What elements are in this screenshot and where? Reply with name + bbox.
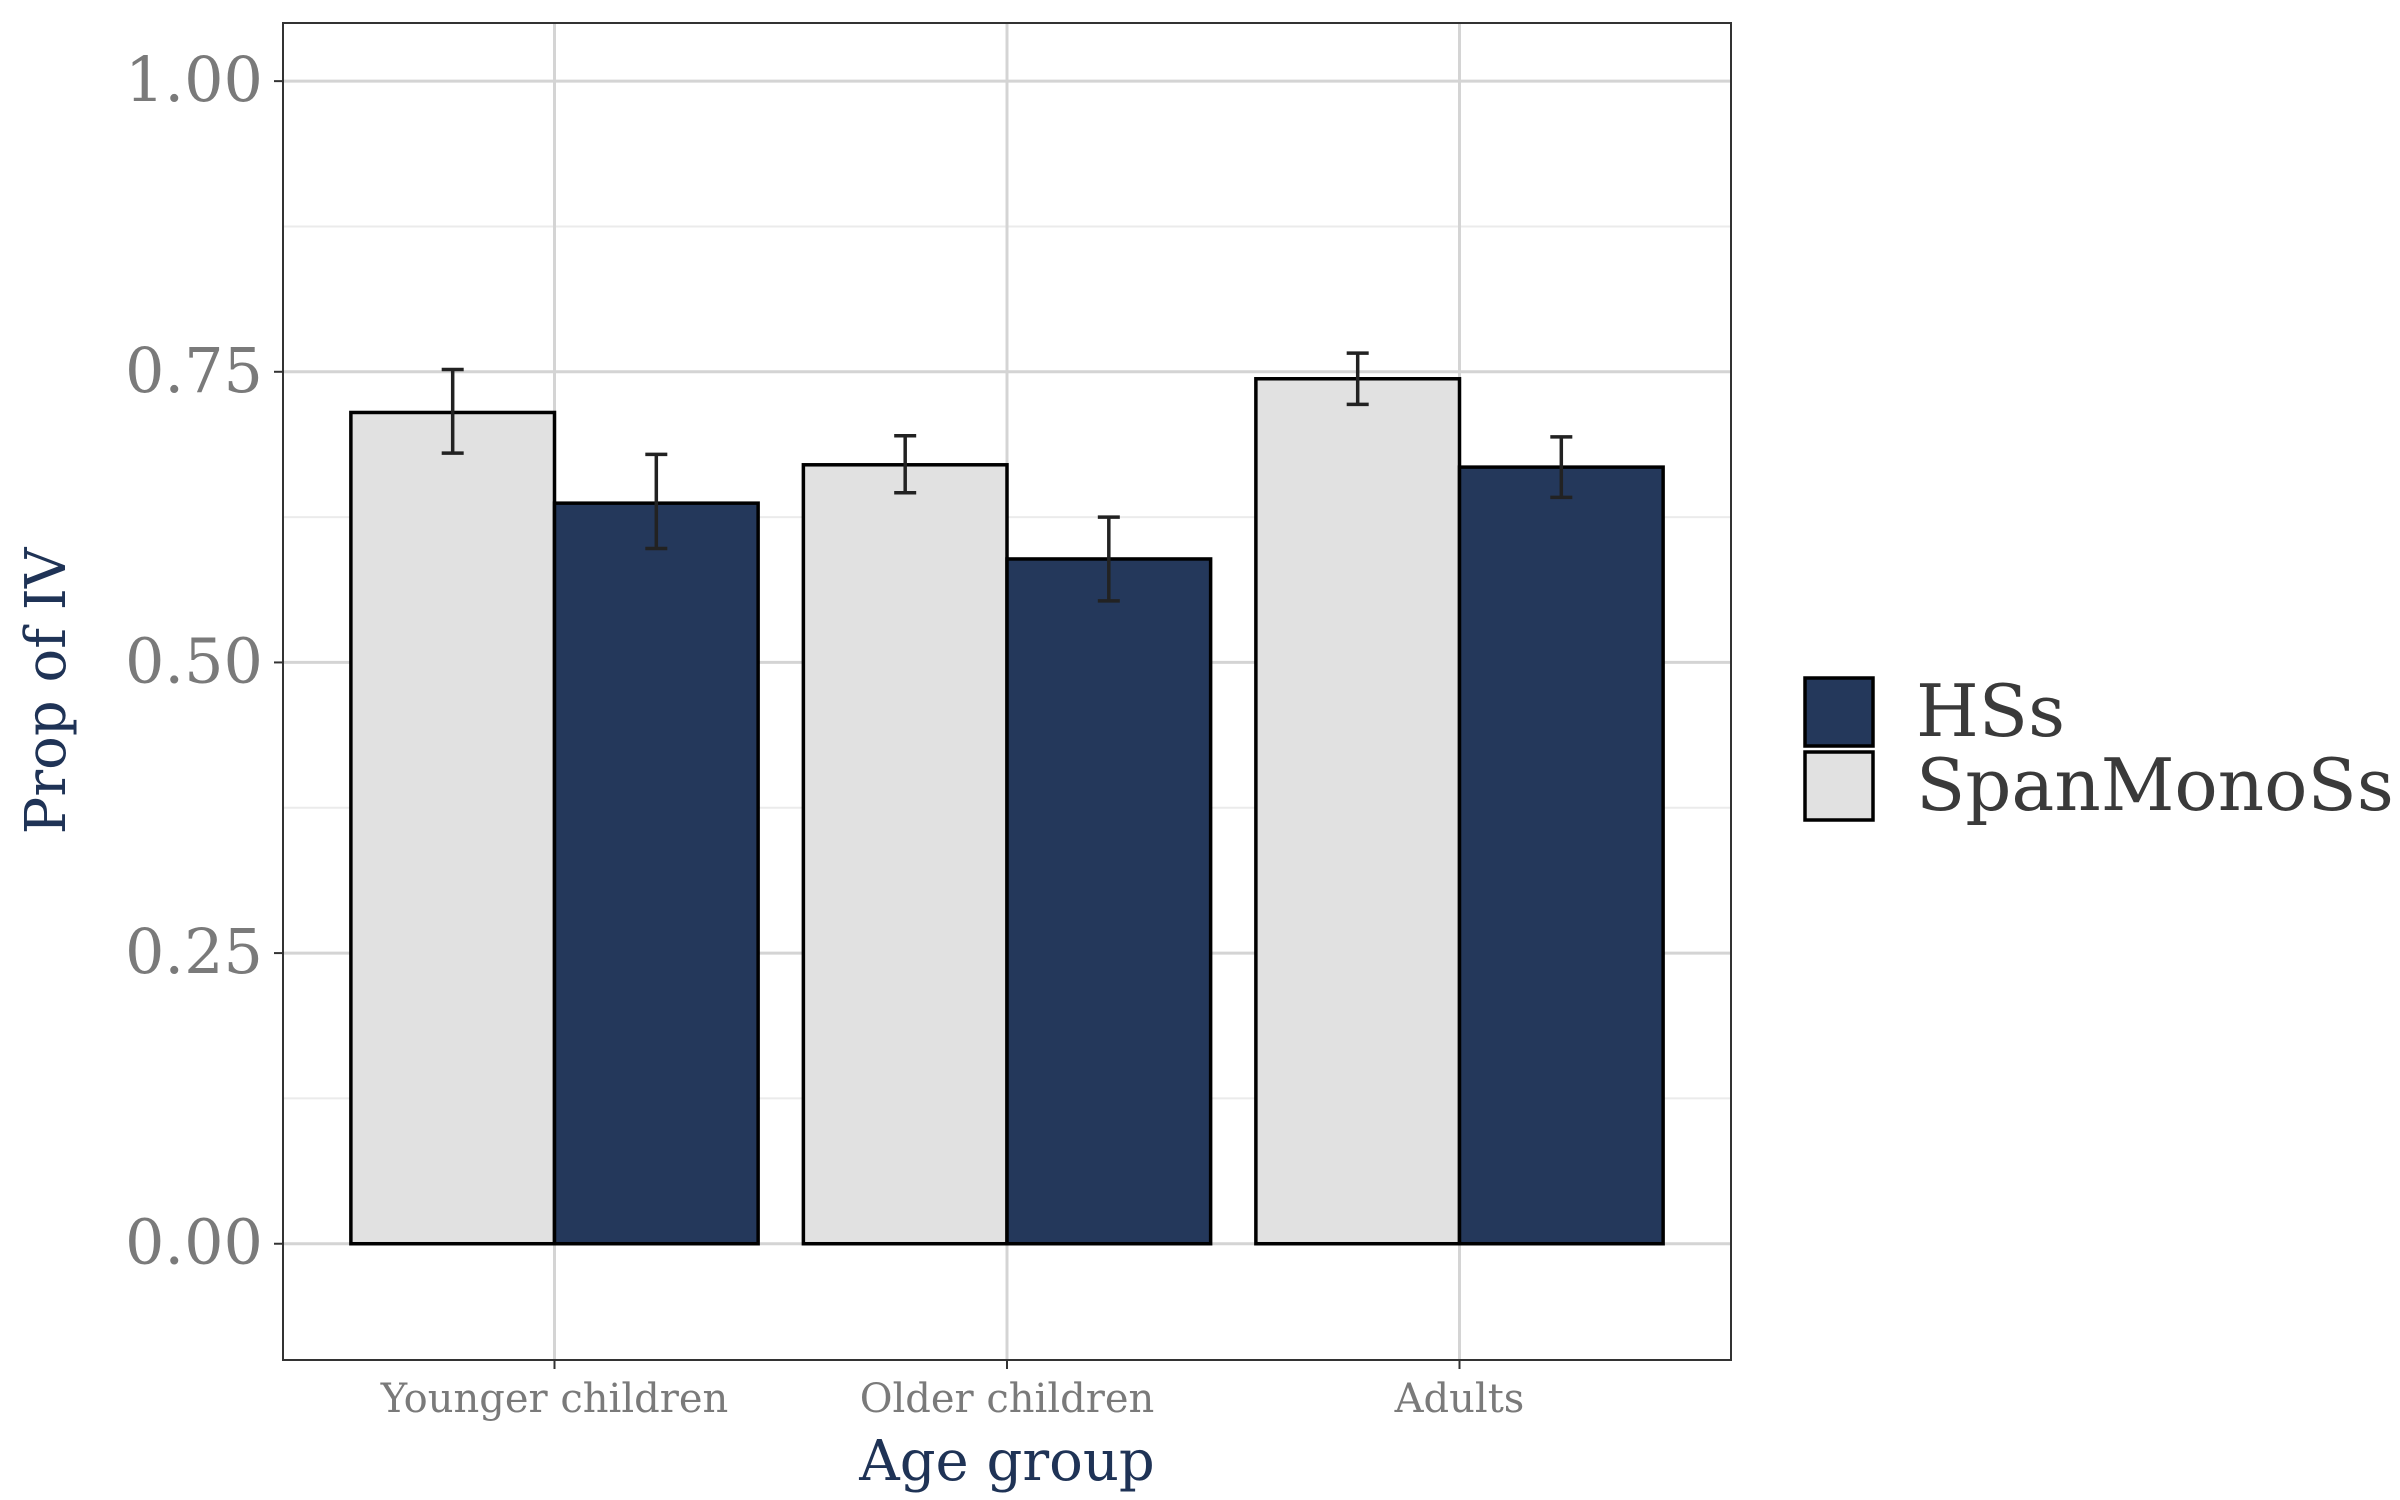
- y-tick-label: 0.50: [125, 624, 263, 697]
- error-bar-HSs-2: [1550, 435, 1573, 500]
- y-axis-title: Prop of IV: [14, 546, 79, 834]
- y-axis-ticks: 0.00 0.25 0.50 0.75 1.00: [125, 43, 283, 1279]
- error-bars: [441, 351, 1573, 603]
- error-bar-SpanMonoSs-1: [894, 433, 917, 495]
- error-bar-HSs-1: [1097, 515, 1120, 603]
- x-tick-label: Adults: [1394, 1376, 1525, 1422]
- x-tick-label: Younger children: [380, 1376, 729, 1422]
- legend-item-SpanMonoSs: SpanMonoSs: [1803, 743, 2394, 827]
- legend-swatch: [1803, 676, 1875, 748]
- error-bar-HSs-0: [645, 452, 668, 551]
- legend-label: SpanMonoSs: [1916, 743, 2394, 827]
- y-tick-label: 0.25: [125, 915, 263, 988]
- x-axis-ticks: Younger children Older children Adults: [380, 1360, 1525, 1422]
- y-tick-label: 0.75: [125, 334, 263, 407]
- y-tick-label: 1.00: [125, 43, 263, 116]
- bar-HSs-0: [552, 501, 760, 1246]
- error-bar-SpanMonoSs-0: [441, 367, 464, 455]
- bar-SpanMonoSs-2: [1254, 377, 1462, 1246]
- legend-label: HSs: [1916, 669, 2065, 753]
- bars: [349, 377, 1665, 1246]
- error-bar-SpanMonoSs-2: [1346, 351, 1369, 407]
- bar-HSs-1: [1005, 557, 1213, 1246]
- bar-SpanMonoSs-0: [349, 410, 557, 1246]
- x-tick-label: Older children: [860, 1376, 1155, 1422]
- legend-swatch: [1803, 750, 1875, 822]
- bar-HSs-2: [1457, 465, 1665, 1246]
- legend-item-HSs: HSs: [1803, 669, 2065, 753]
- bar-SpanMonoSs-1: [801, 463, 1009, 1246]
- x-axis-title: Age group: [858, 1429, 1154, 1494]
- y-tick-label: 0.00: [125, 1206, 263, 1279]
